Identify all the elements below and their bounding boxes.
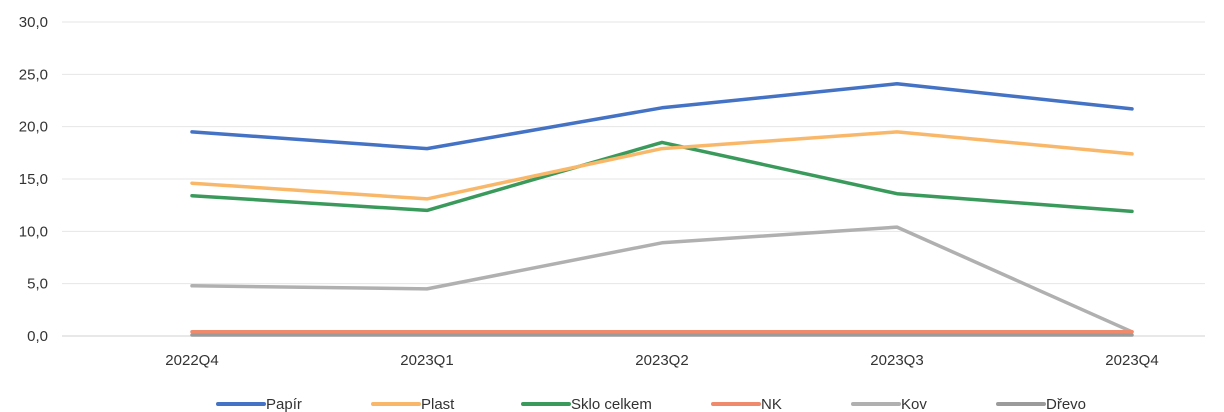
y-tick-label: 25,0 (19, 66, 48, 83)
legend-label: NK (761, 396, 782, 412)
y-tick-label: 0,0 (27, 328, 48, 345)
legend-label: Sklo celkem (571, 396, 652, 412)
y-tick-label: 5,0 (27, 276, 48, 293)
x-axis: 2022Q4 2023Q1 2023Q2 2023Q3 2023Q4 (165, 352, 1158, 369)
x-tick-label: 2023Q1 (400, 352, 453, 369)
legend-label: Dřevo (1046, 396, 1086, 412)
x-tick-label: 2022Q4 (165, 352, 218, 369)
y-tick-label: 10,0 (19, 223, 48, 240)
x-tick-label: 2023Q4 (1105, 352, 1158, 369)
x-tick-label: 2023Q2 (635, 352, 688, 369)
legend-label: Kov (901, 396, 927, 412)
y-tick-label: 30,0 (19, 14, 48, 31)
y-axis: 0,0 5,0 10,0 15,0 20,0 25,0 30,0 (19, 14, 48, 345)
legend: Papír Plast Sklo celkem NK Kov Dřevo (216, 396, 1086, 412)
gridlines (62, 21, 1205, 337)
legend-label: Papír (266, 396, 302, 412)
series-line (190, 140, 1134, 214)
x-tick-label: 2023Q3 (870, 352, 923, 369)
series-line (190, 130, 1134, 201)
series-lines (190, 82, 1134, 337)
y-tick-label: 20,0 (19, 119, 48, 136)
series-line (190, 225, 1134, 334)
series-line (190, 82, 1134, 151)
legend-label: Plast (421, 396, 455, 412)
y-tick-label: 15,0 (19, 171, 48, 188)
